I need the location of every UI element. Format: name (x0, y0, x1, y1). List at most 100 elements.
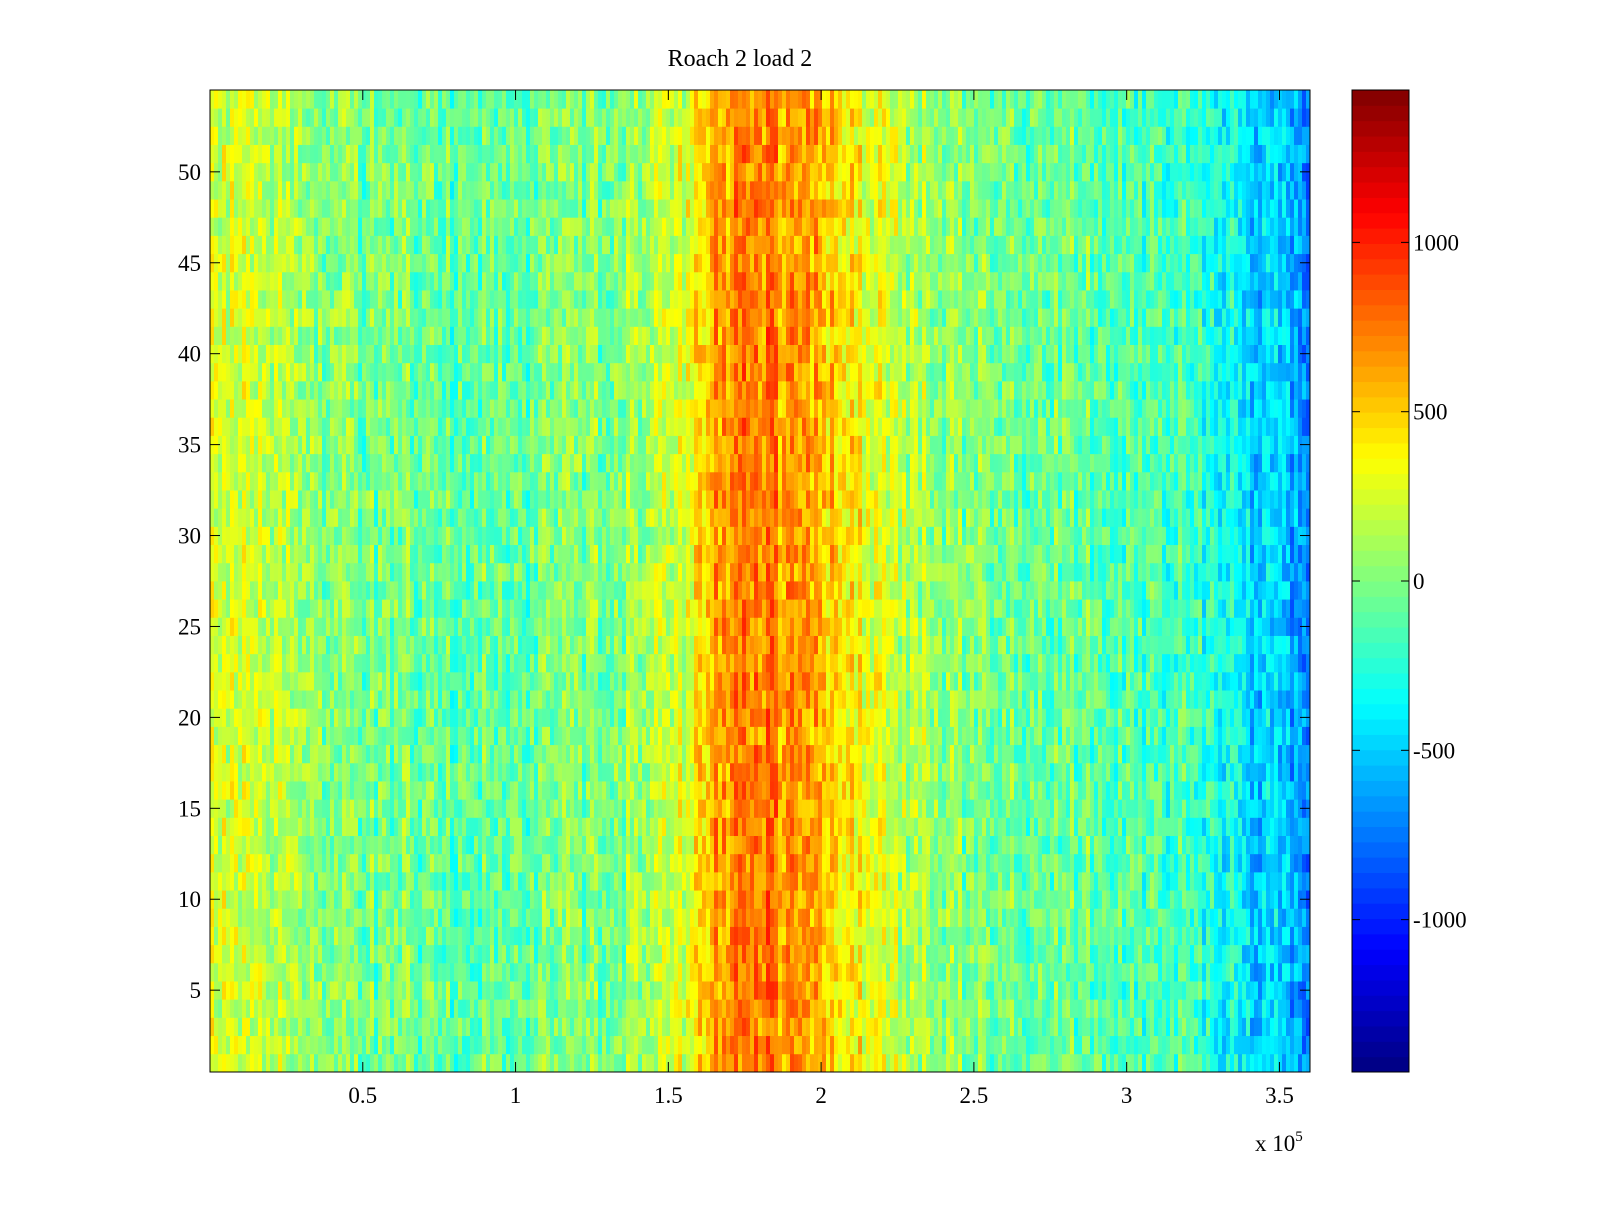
heatmap-cell (350, 890, 355, 909)
heatmap-cell (306, 508, 311, 527)
heatmap-cell (314, 781, 319, 800)
heatmap-cell (266, 90, 271, 109)
heatmap-cell (374, 399, 379, 418)
heatmap-cell (534, 162, 539, 182)
heatmap-cell (454, 908, 459, 927)
heatmap-cell (254, 362, 259, 382)
heatmap-cell (426, 817, 431, 836)
heatmap-cell (258, 90, 263, 109)
heatmap-cell (502, 180, 507, 200)
heatmap-cell (462, 471, 467, 491)
heatmap-cell (346, 126, 351, 145)
heatmap-cell (266, 999, 271, 1018)
heatmap-cell (502, 126, 507, 145)
heatmap-cell (246, 981, 251, 1000)
heatmap-cell (502, 253, 507, 273)
heatmap-cell (506, 926, 511, 946)
heatmap-cells (210, 90, 1311, 1073)
heatmap-cell (234, 653, 239, 673)
heatmap-cell (434, 726, 439, 746)
heatmap-cell (354, 544, 359, 564)
heatmap-cell (570, 617, 575, 636)
heatmap-cell (354, 90, 359, 109)
heatmap-column (258, 90, 263, 1073)
heatmap-cell (358, 581, 363, 600)
heatmap-cell (282, 581, 287, 600)
heatmap-cell (414, 453, 419, 473)
heatmap-cell (258, 544, 263, 564)
heatmap-cell (530, 671, 535, 691)
heatmap-cell (538, 1053, 543, 1073)
heatmap-cell (446, 144, 451, 164)
heatmap-cell (566, 199, 571, 218)
heatmap-cell (242, 126, 247, 145)
heatmap-cell (286, 908, 291, 927)
heatmap-cell (402, 526, 407, 546)
heatmap-cell (278, 981, 283, 1000)
heatmap-cell (406, 908, 411, 927)
heatmap-cell (422, 744, 427, 764)
heatmap-cell (518, 835, 523, 855)
heatmap-cell (242, 635, 247, 655)
heatmap-cell (330, 126, 335, 145)
heatmap-cell (270, 726, 275, 746)
heatmap-cell (558, 235, 563, 255)
heatmap-cell (570, 599, 575, 618)
heatmap-cell (342, 1053, 347, 1073)
heatmap-cell (458, 271, 463, 291)
heatmap-cell (270, 799, 275, 818)
heatmap-cell (418, 526, 423, 546)
heatmap-cell (234, 781, 239, 800)
heatmap-cell (342, 853, 347, 873)
heatmap-cell (250, 471, 255, 491)
heatmap-cell (438, 144, 443, 164)
heatmap-cell (566, 217, 571, 236)
heatmap-cell (506, 544, 511, 564)
heatmap-cell (438, 853, 443, 873)
heatmap-cell (470, 344, 475, 364)
heatmap-cell (290, 199, 295, 218)
heatmap-cell (474, 435, 479, 455)
heatmap-cell (286, 453, 291, 473)
heatmap-cell (382, 362, 387, 382)
heatmap-cell (474, 544, 479, 564)
heatmap-cell (538, 144, 543, 164)
heatmap-cell (422, 471, 427, 491)
heatmap-cell (502, 162, 507, 182)
heatmap-cell (218, 417, 223, 436)
heatmap-cell (458, 599, 463, 618)
heatmap-cell (258, 417, 263, 436)
heatmap-cell (482, 253, 487, 273)
heatmap-cell (522, 617, 527, 636)
heatmap-cell (214, 380, 219, 400)
heatmap-cell (442, 653, 447, 673)
heatmap-cell (346, 708, 351, 727)
heatmap-cell (382, 744, 387, 764)
heatmap-cell (454, 380, 459, 400)
heatmap-cell (466, 1017, 471, 1037)
heatmap-cell (382, 690, 387, 709)
heatmap-cell (222, 362, 227, 382)
heatmap-column (558, 90, 563, 1073)
heatmap-cell (446, 926, 451, 946)
heatmap-cell (282, 835, 287, 855)
heatmap-cell (546, 1017, 551, 1037)
heatmap-cell (498, 926, 503, 946)
heatmap-cell (358, 999, 363, 1018)
heatmap-cell (238, 999, 243, 1018)
heatmap-cell (302, 508, 307, 527)
heatmap-cell (218, 999, 223, 1018)
heatmap-cell (278, 490, 283, 509)
heatmap-cell (310, 817, 315, 836)
heatmap-cell (254, 799, 259, 818)
heatmap-cell (454, 835, 459, 855)
heatmap-cell (394, 835, 399, 855)
heatmap-cell (318, 653, 323, 673)
heatmap-cell (242, 799, 247, 818)
heatmap-cell (318, 962, 323, 982)
heatmap-cell (402, 399, 407, 418)
heatmap-cell (306, 690, 311, 709)
heatmap-cell (358, 490, 363, 509)
heatmap-cell (382, 399, 387, 418)
heatmap-cell (494, 526, 499, 546)
